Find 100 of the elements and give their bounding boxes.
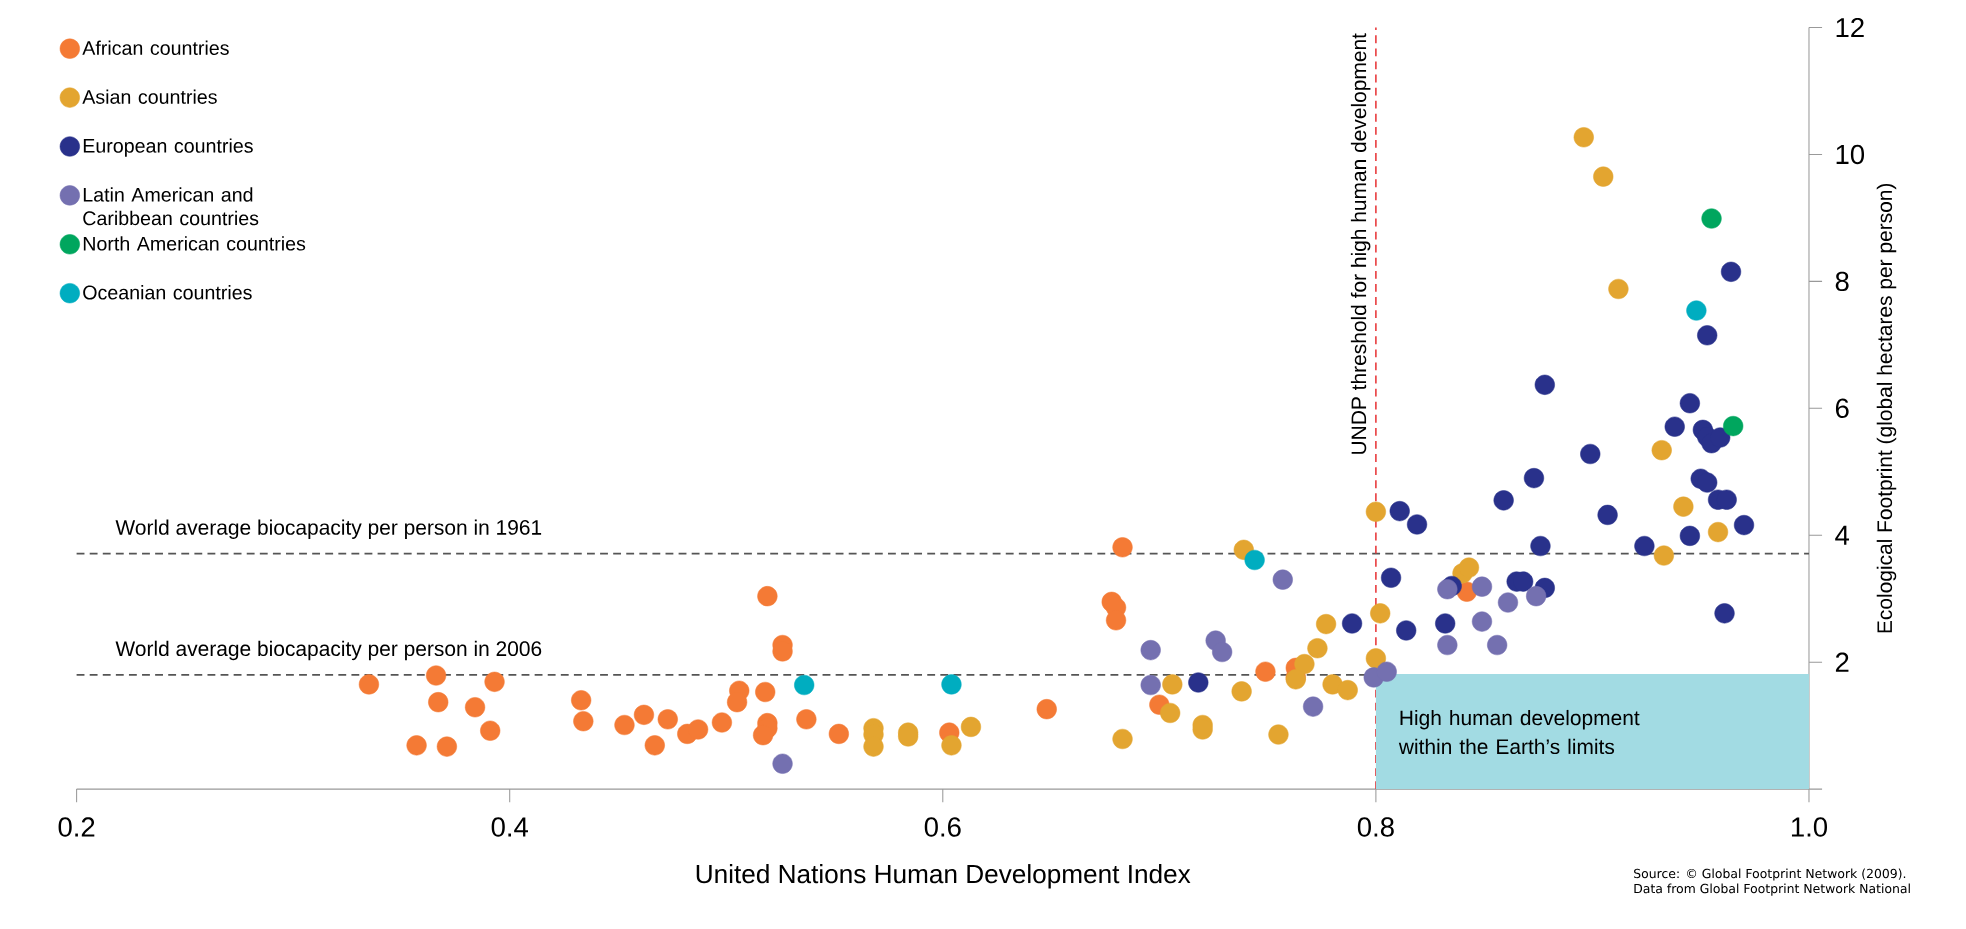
x-axis-title: United Nations Human Development Index — [696, 864, 1191, 889]
ref-line-label: World average biocapacity per person in 1961 — [115, 519, 542, 540]
annotation: High human development within the Earth’s limits — [1398, 710, 1640, 755]
point — [752, 725, 774, 746]
point — [1530, 536, 1551, 557]
point — [484, 672, 505, 693]
point — [1493, 490, 1514, 511]
point — [1580, 444, 1601, 465]
point — [1458, 557, 1480, 578]
point — [1160, 703, 1181, 724]
point — [1526, 586, 1547, 607]
point — [1140, 640, 1161, 661]
point — [1720, 262, 1742, 283]
point — [1112, 537, 1133, 558]
point — [1487, 635, 1508, 656]
point — [428, 692, 449, 713]
point — [1707, 522, 1729, 543]
legend-label: European countries — [83, 138, 253, 157]
point — [1376, 661, 1397, 683]
ref-line-label: World average biocapacity per person in 2006 — [115, 640, 542, 661]
point — [1679, 393, 1700, 414]
point — [1268, 724, 1289, 745]
legend-label: North American countries — [83, 236, 306, 251]
point — [644, 735, 665, 756]
point — [1036, 699, 1057, 720]
legend-label: African countries — [82, 40, 229, 56]
legend-label: Oceanian countries — [83, 285, 252, 300]
point — [573, 711, 594, 732]
point — [1316, 614, 1337, 635]
point — [1435, 613, 1456, 634]
y-tick-label: 4 — [1835, 526, 1850, 545]
point — [1365, 501, 1386, 523]
point — [1653, 545, 1674, 566]
point — [1723, 416, 1744, 437]
point — [464, 697, 486, 718]
point — [941, 674, 962, 695]
point — [1714, 603, 1735, 624]
y-axis-title: Ecological Footprint (global hectares per person) — [1876, 184, 1897, 633]
point — [1231, 681, 1252, 702]
point — [480, 720, 501, 742]
point — [1651, 440, 1672, 461]
point — [1608, 279, 1629, 300]
point — [755, 682, 776, 703]
y-tick-label: 2 — [1835, 652, 1849, 673]
point — [1307, 638, 1328, 659]
point — [1634, 536, 1655, 557]
point — [406, 735, 427, 756]
y-tick-label: 8 — [1835, 271, 1849, 292]
x-tick-label: 0.4 — [491, 817, 528, 838]
point — [571, 690, 592, 711]
point — [796, 709, 817, 730]
point — [1396, 620, 1417, 641]
x-tick-label: 0.8 — [1357, 817, 1394, 838]
legend-label: Latin American and Caribbean countries — [83, 187, 259, 226]
point — [688, 719, 709, 740]
point — [1593, 166, 1614, 187]
point — [1534, 374, 1555, 396]
point — [1686, 300, 1707, 321]
point — [828, 724, 849, 745]
point — [772, 753, 793, 775]
point — [1471, 576, 1493, 597]
point — [1294, 654, 1315, 675]
source-note: Source: © Global Footprint Network (2009). — [1634, 868, 1906, 881]
point — [1380, 567, 1402, 589]
point — [436, 736, 457, 757]
point — [1112, 729, 1133, 750]
point — [711, 712, 732, 733]
point — [1673, 496, 1694, 518]
point — [657, 709, 678, 730]
point — [1188, 672, 1209, 693]
point — [1212, 642, 1233, 663]
point — [941, 735, 962, 756]
point — [960, 717, 982, 738]
point — [614, 715, 635, 736]
point — [1244, 550, 1265, 571]
point — [1370, 603, 1391, 624]
point — [1701, 208, 1722, 229]
point — [1733, 515, 1755, 536]
point — [1697, 472, 1718, 493]
point — [633, 705, 655, 726]
point — [358, 674, 380, 695]
ref-line-label: UNDP threshold for high human development — [1350, 33, 1371, 455]
point — [1437, 635, 1458, 656]
point — [1105, 610, 1127, 631]
point — [1341, 613, 1363, 634]
point — [1597, 505, 1618, 526]
point — [1523, 468, 1545, 489]
point — [1471, 611, 1493, 632]
point — [1406, 514, 1428, 535]
point — [1679, 526, 1700, 547]
x-tick-label: 1.0 — [1791, 817, 1827, 838]
point — [1573, 127, 1594, 148]
point — [794, 675, 815, 696]
point — [1303, 696, 1324, 717]
point — [1365, 648, 1386, 669]
point — [727, 692, 748, 713]
point — [426, 665, 447, 686]
point — [1140, 675, 1161, 696]
y-tick-label: 12 — [1836, 18, 1864, 38]
x-tick-label: 0.2 — [58, 817, 95, 838]
